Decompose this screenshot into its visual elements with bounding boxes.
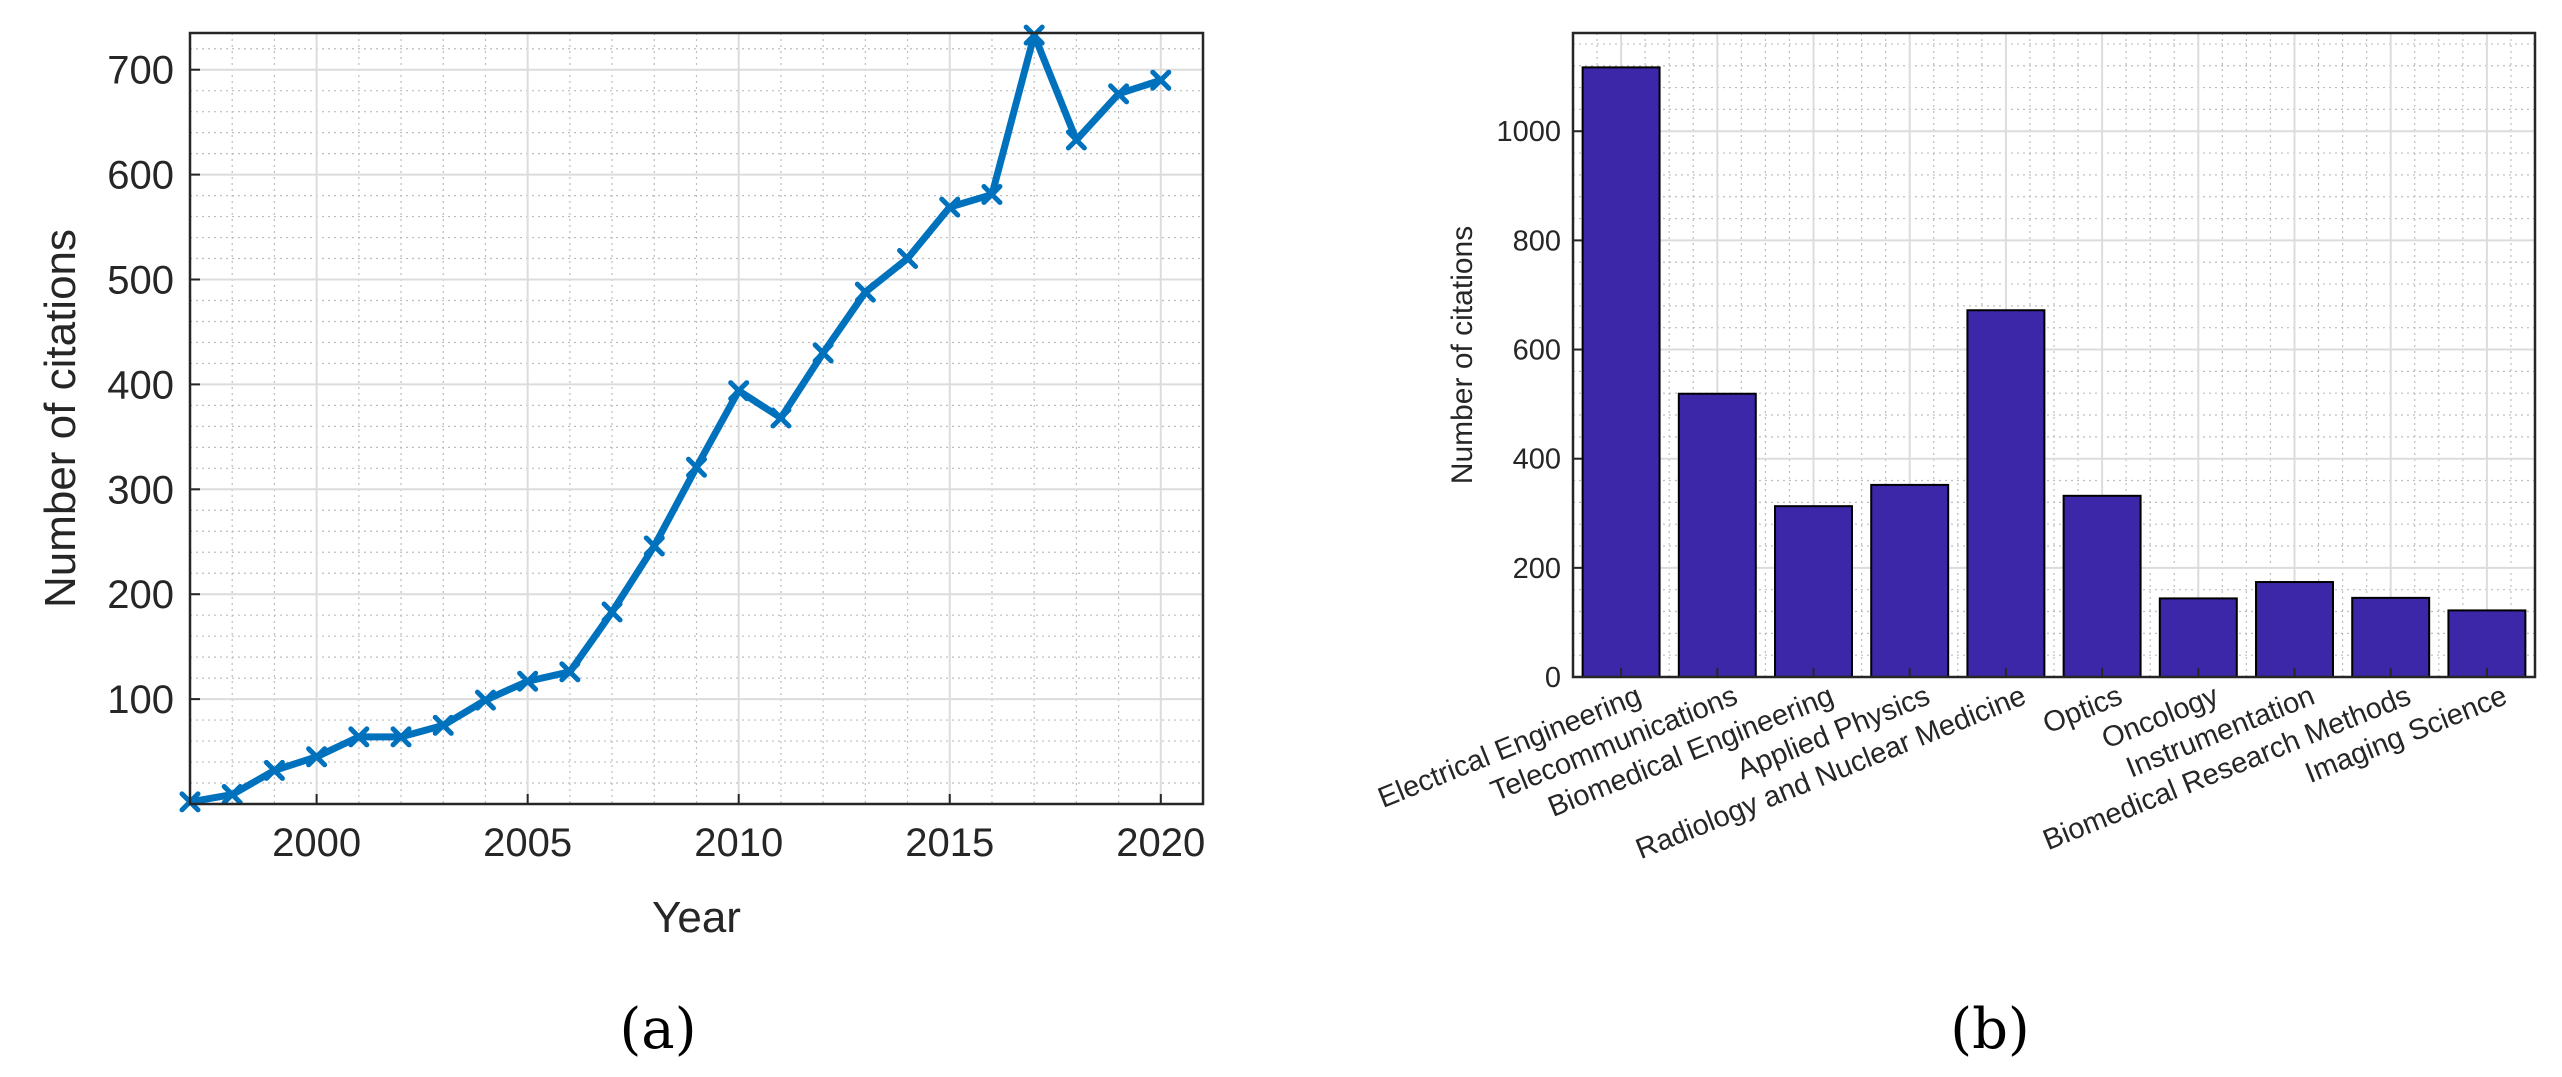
data-point-marker (221, 784, 243, 806)
data-point-marker (854, 281, 876, 303)
x-tick-label: 2010 (694, 821, 783, 865)
panel-a-label: (a) (619, 997, 696, 1062)
data-point-marker (981, 184, 1003, 206)
data-point-marker (559, 661, 581, 683)
line-chart-x-axis-label: Year (652, 893, 741, 942)
data-point-marker (939, 196, 961, 218)
y-tick-label: 700 (107, 49, 174, 93)
data-point-marker (390, 726, 412, 748)
bar (1774, 505, 1853, 678)
series-line (189, 31, 1162, 806)
data-point-marker (1150, 69, 1172, 91)
data-point-marker (1023, 24, 1045, 46)
x-tick-label: 2000 (272, 821, 361, 865)
x-tick-label: 2020 (1116, 821, 1205, 865)
line-chart-marks (179, 24, 1172, 813)
y-tick-label: 300 (107, 468, 174, 512)
x-tick-label: 2005 (483, 821, 572, 865)
data-point-marker (643, 535, 665, 557)
bar (2447, 609, 2527, 678)
data-point-marker (601, 601, 623, 623)
data-point-marker (770, 407, 792, 429)
data-point-marker (263, 759, 285, 781)
data-point-marker (432, 714, 454, 736)
y-tick-label: 200 (1513, 553, 1561, 585)
data-point-marker (1065, 129, 1087, 151)
line-chart-panel: 2000 2005 2010 2015 2020 100 200 300 400 500 600 70… (36, 24, 1205, 1062)
bar-chart-y-axis-label: Number of citations (1446, 226, 1479, 484)
bar (1677, 392, 1757, 678)
bar (2158, 597, 2238, 678)
line-chart-ticks: 2000 2005 2010 2015 2020 100 200 300 400 500 600 70… (107, 49, 1205, 865)
data-point-marker (897, 248, 919, 270)
data-point-marker (474, 689, 496, 711)
panel-b-label: (b) (1950, 997, 2030, 1062)
data-point-marker (517, 670, 539, 692)
y-tick-label: 400 (107, 363, 174, 407)
bar-chart-marks (1581, 66, 2527, 679)
y-tick-label: 200 (107, 573, 174, 617)
y-tick-label: 1000 (1496, 116, 1561, 148)
line-chart-grid (189, 33, 1204, 804)
bar (1966, 309, 2046, 678)
y-tick-label: 0 (1545, 662, 1561, 694)
data-point-marker (728, 380, 750, 402)
data-point-marker (348, 726, 370, 748)
data-point-marker (1108, 83, 1130, 105)
data-point-marker (686, 456, 707, 478)
y-tick-label: 600 (107, 154, 174, 198)
data-point-marker (812, 342, 834, 364)
bar (1581, 66, 1661, 678)
y-tick-label: 500 (107, 259, 174, 303)
bar-chart-frame (1571, 31, 2537, 679)
y-tick-label: 100 (107, 678, 174, 722)
line-chart-y-axis-label: Number of citations (36, 229, 85, 608)
y-tick-label: 800 (1513, 225, 1561, 257)
x-tick-label: 2015 (905, 821, 994, 865)
line-chart-frame (188, 31, 1205, 806)
bar (2255, 581, 2334, 679)
y-tick-label: 400 (1513, 444, 1561, 476)
y-tick-label: 600 (1513, 335, 1561, 367)
bar (2062, 494, 2142, 679)
data-point-marker (306, 746, 328, 768)
bar (2351, 596, 2431, 678)
bar (1870, 483, 1950, 679)
